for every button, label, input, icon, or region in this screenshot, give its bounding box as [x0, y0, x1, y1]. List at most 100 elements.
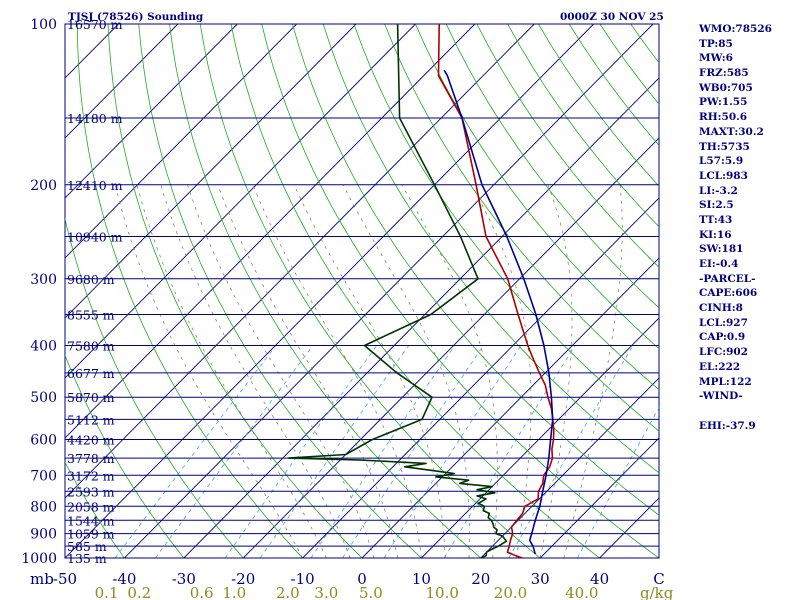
temperature-tick-label: 10 — [412, 570, 431, 588]
index-item: WMO:78526 — [699, 23, 772, 35]
index-item: MPL:122 — [699, 375, 752, 388]
pressure-tick-label: 100 — [30, 17, 57, 33]
isotherm — [65, 24, 179, 139]
isotherm — [183, 77, 659, 558]
pressure-tick-label: 300 — [30, 272, 57, 288]
mixing-ratio-tick-label: 10.0 — [425, 584, 458, 600]
temperature-tick-label: 30 — [531, 570, 550, 588]
height-label: 4420 m — [67, 433, 115, 448]
index-item: RH:50.6 — [699, 111, 748, 124]
index-item: TP:85 — [699, 37, 733, 50]
height-label: 10940 m — [67, 229, 123, 244]
height-label: 14180 m — [67, 111, 123, 126]
isotherm — [421, 317, 659, 558]
mixing-ratio-unit-label: g/kg — [640, 584, 674, 600]
moist-adiabat — [217, 184, 398, 558]
temperature-tick-label: 20 — [471, 570, 490, 588]
chart-title: TJSJ (78526) Sounding — [68, 11, 204, 23]
index-item: TH:5735 — [699, 140, 750, 153]
index-item: MW:6 — [699, 52, 733, 65]
index-item: FRZ:585 — [699, 67, 749, 80]
temperature-tick-label: 40 — [590, 570, 609, 588]
index-item: LFC:902 — [699, 346, 748, 359]
height-label: 6677 m — [67, 366, 115, 381]
moist-adiabat — [342, 184, 470, 558]
height-label: 3172 m — [67, 468, 115, 483]
isotherm — [361, 257, 659, 558]
mixing-ratio-tick-label: 0.1 — [95, 584, 119, 600]
temperature-tick-label: -20 — [231, 570, 255, 588]
height-label: 135 m — [67, 551, 107, 566]
isotherm — [480, 377, 659, 558]
mixing-ratio-tick-label: 3.0 — [314, 584, 338, 600]
pressure-tick-label: 200 — [30, 178, 57, 194]
index-item: SI:2.5 — [699, 199, 734, 212]
mixing-ratio-tick-label: 0.2 — [127, 584, 151, 600]
isotherm — [65, 24, 535, 499]
pressure-tick-label: 900 — [30, 527, 57, 543]
temperature-tick-label: C — [653, 570, 664, 588]
isotherm — [65, 24, 594, 558]
isotherm — [539, 437, 659, 558]
height-label: 12410 m — [67, 178, 123, 193]
height-label: 2593 m — [67, 484, 115, 499]
index-item: -WIND- — [699, 390, 743, 403]
index-item: MAXT:30.2 — [699, 125, 764, 138]
height-label: 5870 m — [67, 390, 115, 405]
isobars — [65, 24, 659, 558]
isotherm — [124, 24, 654, 558]
temperature-tick-label: -50 — [53, 570, 77, 588]
index-item: CAP:0.9 — [699, 331, 746, 344]
height-label: 2058 m — [67, 499, 115, 514]
index-item: SW:181 — [699, 243, 744, 256]
height-label: 7580 m — [67, 339, 115, 354]
height-label: 1544 m — [67, 513, 115, 528]
pressure-unit-label: mb — [30, 570, 54, 588]
height-label: 16570 m — [67, 17, 123, 32]
temperature-trace — [437, 24, 555, 558]
height-label: 1059 m — [67, 527, 115, 542]
mixing-ratio-tick-label: 2.0 — [276, 584, 300, 600]
isotherm — [65, 24, 357, 319]
index-item: LCL:983 — [699, 169, 748, 182]
height-label: 5112 m — [67, 412, 115, 427]
index-item: PW:1.55 — [699, 96, 748, 109]
mixing-ratio-tick-label: 1.0 — [222, 584, 246, 600]
index-item: WB0:705 — [699, 81, 753, 94]
index-item: LI:-3.2 — [699, 184, 738, 197]
stability-indices-panel: WMO:78526 TP:85 MW:6 FRZ:585 WB0:705 PW:1.55 R… — [699, 22, 772, 433]
index-item: CAPE:606 — [699, 287, 758, 300]
plot-area — [64, 23, 660, 559]
pressure-tick-label: 800 — [30, 499, 57, 515]
height-label: 585 m — [67, 539, 107, 554]
isotherm — [302, 197, 659, 558]
index-item: L57:5.9 — [699, 155, 744, 168]
parcel-trace — [443, 69, 554, 555]
moist-adiabat — [401, 184, 498, 558]
moist-adiabat — [471, 184, 532, 558]
temperature-tick-label: -40 — [112, 570, 136, 588]
isotherm — [65, 24, 476, 439]
sounding-traces — [287, 24, 555, 558]
temperature-tick-label: 0 — [357, 570, 367, 588]
height-label: 9680 m — [67, 272, 115, 287]
index-item: LCL:927 — [699, 316, 748, 329]
mixing-ratio-tick-label: 20.0 — [494, 584, 527, 600]
pressure-tick-label: 1000 — [21, 551, 57, 567]
isotherm — [242, 137, 659, 558]
index-item: -PARCEL- — [699, 272, 756, 285]
temperature-tick-label: -10 — [291, 570, 315, 588]
index-item: TT:43 — [699, 213, 733, 226]
index-item: CINH:8 — [699, 302, 743, 315]
isotherm — [65, 24, 297, 259]
isotherm — [65, 24, 238, 199]
isotherm — [65, 24, 416, 379]
index-item: KI:16 — [699, 228, 732, 241]
mixing-ratio-tick-label: 0.6 — [190, 584, 214, 600]
index-item — [699, 404, 772, 419]
height-label: 8555 m — [67, 308, 115, 323]
temperature-tick-label: -30 — [172, 570, 196, 588]
pressure-tick-label: 400 — [30, 339, 57, 355]
